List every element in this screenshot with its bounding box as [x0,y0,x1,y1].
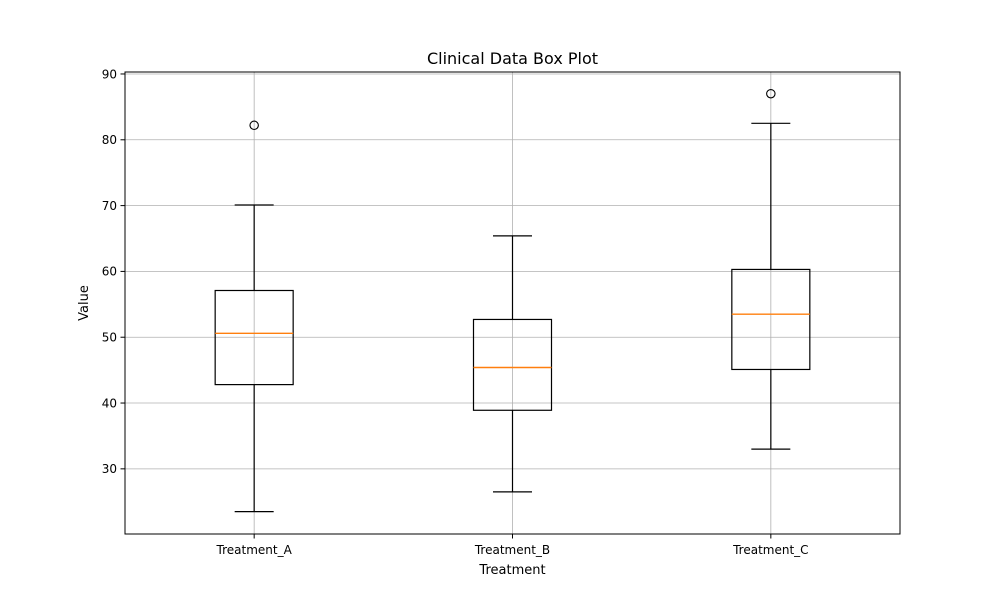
x-tick-label: Treatment_A [216,543,293,557]
box-Treatment_C [731,88,811,450]
iqr-box [472,318,553,411]
box-series [214,88,811,513]
iqr-box [214,289,294,386]
x-tick-label: Treatment_C [732,543,808,557]
iqr-box [731,268,811,371]
box-Treatment_B [472,235,553,493]
y-tick-label: 60 [102,265,117,279]
y-tick-label: 90 [102,67,117,81]
x-tick-label: Treatment_B [474,543,550,557]
y-tick-label: 80 [102,133,117,147]
y-tick-label: 40 [102,396,117,410]
outlier-point [766,88,776,99]
y-tick-label: 50 [102,331,117,345]
outlier-point [249,120,259,131]
axes: 30 40 50 60 70 80 90 Treatment_A Treatment_B Trea… [102,67,901,557]
x-axis-label: Treatment [478,563,545,578]
y-axis-label: Value [77,285,92,321]
y-tick-label: 70 [102,199,117,213]
y-tick-label: 30 [102,462,117,476]
box-Treatment_A [214,120,294,513]
chart-title: Clinical Data Box Plot [427,49,598,68]
